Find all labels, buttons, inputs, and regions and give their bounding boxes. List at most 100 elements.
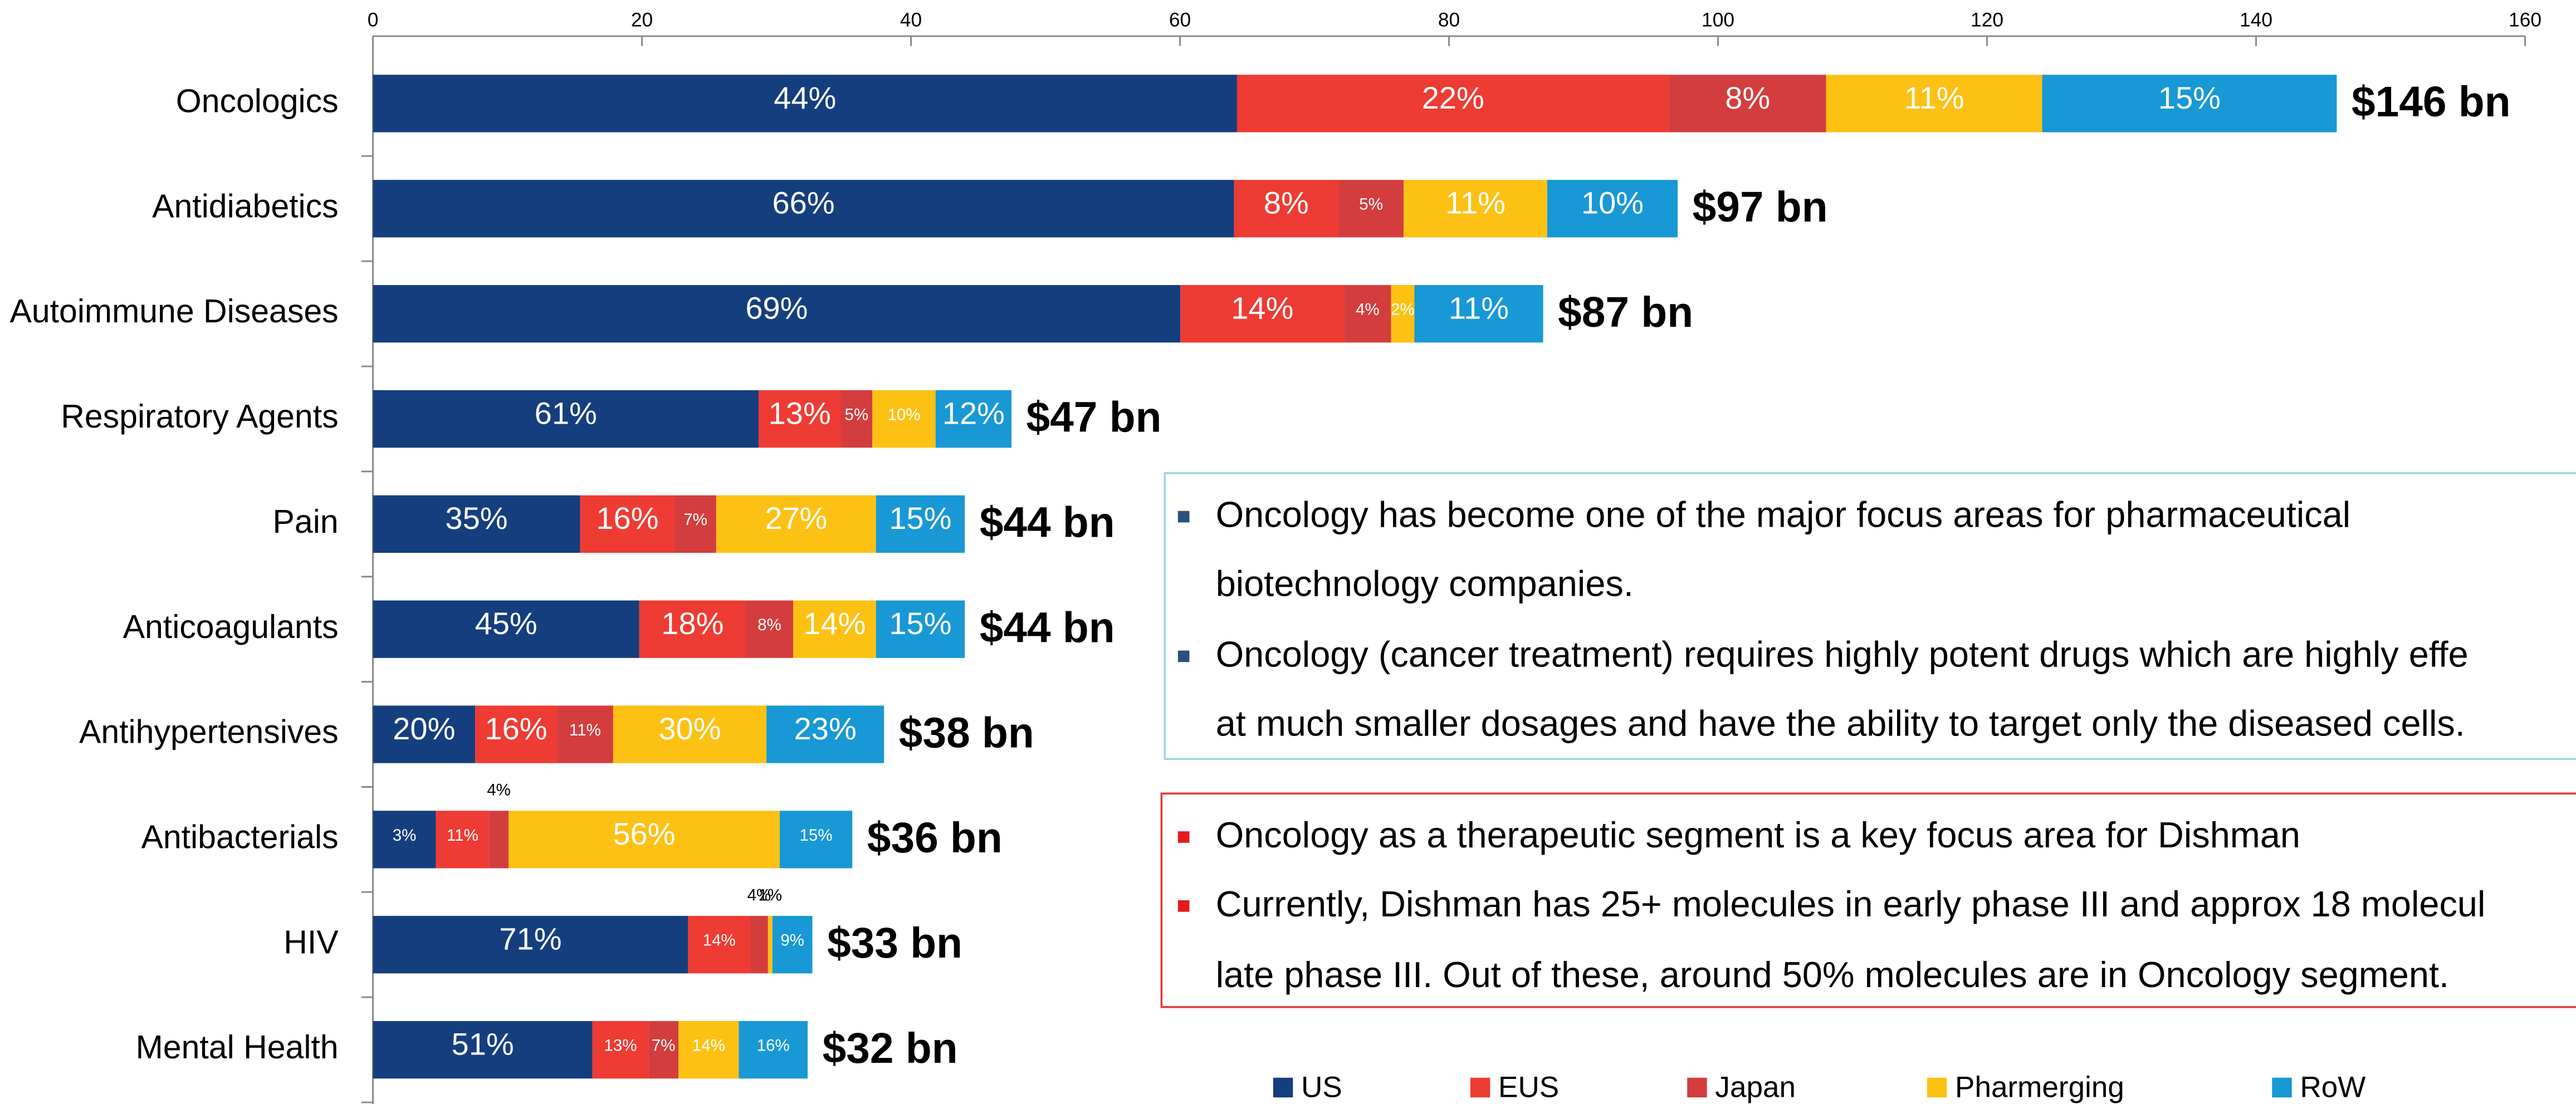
bar-segment xyxy=(556,705,613,763)
category-label: Antidiabetics xyxy=(152,188,338,224)
segment-label: 10% xyxy=(1581,185,1644,220)
bar-segment xyxy=(876,495,965,553)
x-tick-label: 0 xyxy=(368,9,379,31)
bar-segment xyxy=(1669,75,1826,133)
segment-label: 27% xyxy=(765,501,827,536)
bar-segment xyxy=(876,600,965,658)
segment-label: 23% xyxy=(794,711,857,746)
segment-label: 12% xyxy=(942,395,1005,430)
segment-label: 15% xyxy=(889,501,951,536)
category-label: Antibacterials xyxy=(141,818,339,855)
segment-label: 5% xyxy=(1359,195,1383,214)
segment-label: 30% xyxy=(658,711,721,746)
bar-segment xyxy=(1338,180,1404,238)
x-tick-label: 60 xyxy=(1169,9,1191,31)
segment-label: 4% xyxy=(487,781,511,799)
bar-segment xyxy=(373,705,476,763)
bar-segment xyxy=(489,811,509,869)
bar-segment xyxy=(373,495,580,553)
total-label: $47 bn xyxy=(1027,394,1162,441)
bar-segment xyxy=(935,390,1011,448)
segment-label: 18% xyxy=(661,606,724,641)
legend-label: EUS xyxy=(1498,1071,1559,1103)
category-label: HIV xyxy=(283,924,339,960)
segment-label: 8% xyxy=(1725,80,1770,115)
segment-label: 44% xyxy=(774,80,836,115)
segment-label: 2% xyxy=(1391,301,1415,319)
total-label: $44 bn xyxy=(980,499,1115,547)
bar-segment xyxy=(779,811,853,869)
bar-segment xyxy=(373,75,1237,133)
segment-label: 13% xyxy=(769,395,831,430)
bullet xyxy=(1177,831,1190,843)
segment-label: 16% xyxy=(485,711,547,746)
legend-swatch xyxy=(1687,1077,1707,1098)
legend-label: Japan xyxy=(1715,1071,1796,1103)
bar-segment xyxy=(1234,180,1339,238)
total-label: $38 bn xyxy=(899,709,1034,757)
bar-segment xyxy=(872,390,936,448)
segment-label: 20% xyxy=(393,711,455,746)
legend-swatch xyxy=(2272,1077,2292,1098)
bar-segment xyxy=(746,600,794,658)
bar-segment xyxy=(750,916,768,974)
total-label: $97 bn xyxy=(1693,184,1828,231)
legend-swatch xyxy=(1927,1077,1947,1098)
bar-segment xyxy=(2042,75,2337,133)
bar-segment xyxy=(580,495,675,553)
segment-label: 3% xyxy=(393,826,417,845)
bar-segment xyxy=(678,1020,739,1079)
category-label: Antihypertensives xyxy=(79,714,339,750)
segment-label: 11% xyxy=(569,721,601,739)
x-tick-label: 140 xyxy=(2240,9,2272,31)
x-tick-label: 80 xyxy=(1438,9,1460,31)
bar-segment xyxy=(508,811,780,869)
total-label: $87 bn xyxy=(1558,289,1693,336)
segment-label: 8% xyxy=(1264,185,1309,220)
bar-segment xyxy=(739,1020,808,1079)
bar-segment xyxy=(1236,75,1669,133)
note-text: Oncology has become one of the major foc… xyxy=(1216,494,2351,535)
category-label: Oncologics xyxy=(176,82,339,119)
total-label: $32 bn xyxy=(823,1025,958,1072)
legend-swatch xyxy=(1273,1077,1293,1098)
bar-segment xyxy=(1414,284,1543,343)
segment-label: 22% xyxy=(1422,80,1484,115)
total-label: $44 bn xyxy=(980,604,1115,651)
segment-label: 14% xyxy=(703,931,736,950)
bullet xyxy=(1177,900,1190,912)
bar-segment xyxy=(716,495,876,553)
legend-label: Pharmerging xyxy=(1955,1071,2124,1103)
bar-segment xyxy=(592,1020,649,1079)
segment-label: 15% xyxy=(889,606,951,641)
highlights-box xyxy=(1160,792,2576,1008)
bullet xyxy=(1177,650,1190,663)
segment-label: 1% xyxy=(759,886,783,905)
category-label: Mental Health xyxy=(136,1029,339,1066)
note-text: Currently, Dishman has 25+ molecules in … xyxy=(1216,884,2486,924)
total-label: $146 bn xyxy=(2352,78,2511,126)
bar-segment xyxy=(436,811,490,869)
segment-label: 11% xyxy=(1445,185,1505,220)
segment-label: 11% xyxy=(1904,80,1964,115)
bar-segment xyxy=(1826,75,2042,133)
segment-label: 35% xyxy=(445,501,507,536)
segment-label: 16% xyxy=(757,1037,790,1055)
bullet xyxy=(1177,511,1190,523)
bar-segment xyxy=(1180,284,1345,343)
category-label: Anticoagulants xyxy=(123,609,339,645)
bar-segment xyxy=(373,811,436,869)
segment-label: 13% xyxy=(604,1037,637,1055)
category-label: Respiratory Agents xyxy=(61,398,338,435)
segment-label: 66% xyxy=(773,185,835,220)
total-label: $33 bn xyxy=(827,920,962,967)
bar-segment xyxy=(475,705,557,763)
bar-segment xyxy=(1391,284,1415,343)
note-text: late phase III. Out of these, around 50%… xyxy=(1216,954,2449,995)
bar-segment xyxy=(758,390,841,448)
bar-segment xyxy=(766,705,884,763)
note-text: Oncology (cancer treatment) requires hig… xyxy=(1216,634,2469,674)
legend-swatch xyxy=(1470,1077,1490,1098)
